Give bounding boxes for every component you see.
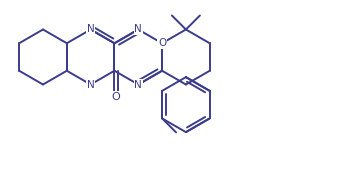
Text: O: O bbox=[158, 38, 166, 48]
Text: N: N bbox=[134, 25, 142, 35]
Text: O: O bbox=[112, 92, 120, 102]
Text: N: N bbox=[134, 80, 142, 90]
Text: N: N bbox=[87, 25, 95, 35]
Text: N: N bbox=[87, 80, 95, 90]
